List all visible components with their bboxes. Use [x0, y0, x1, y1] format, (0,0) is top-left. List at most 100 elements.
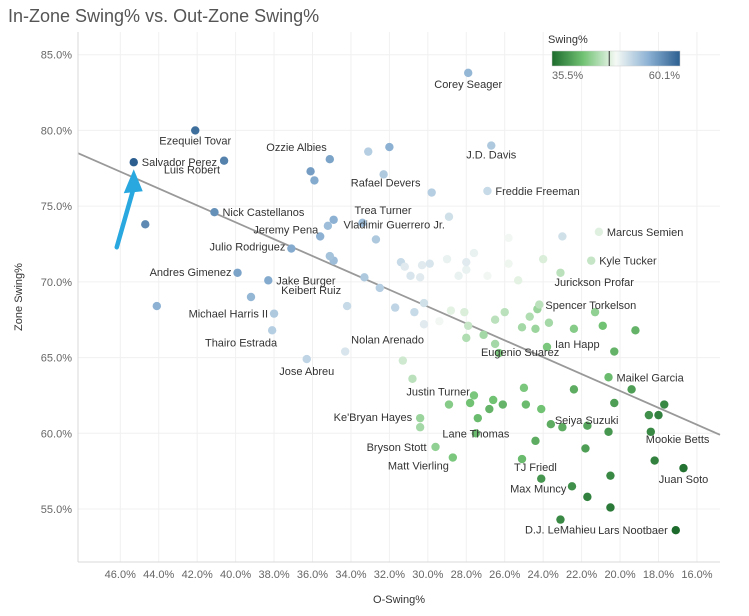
data-point — [329, 215, 338, 224]
data-point — [583, 421, 592, 430]
data-point — [490, 315, 500, 324]
data-point — [606, 503, 615, 512]
point-label: Eugenio Suarez — [481, 347, 559, 359]
data-point — [498, 400, 507, 409]
data-point — [287, 244, 296, 253]
data-point — [558, 232, 567, 241]
data-point — [462, 333, 471, 343]
data-point — [360, 273, 369, 282]
point-label: Salvador Perez — [142, 157, 217, 169]
legend-bar — [551, 50, 681, 67]
data-point — [473, 413, 483, 423]
data-point — [264, 276, 273, 285]
x-tick-label: 34.0% — [335, 569, 366, 581]
point-label: Jurickson Profar — [554, 277, 634, 289]
data-point — [504, 259, 513, 268]
data-point — [233, 268, 242, 277]
data-point — [400, 262, 409, 271]
data-point — [425, 259, 434, 268]
data-point — [537, 404, 546, 414]
point-label: Spencer Torkelson — [545, 300, 636, 312]
data-point — [141, 220, 150, 229]
x-tick-label: 46.0% — [105, 569, 136, 581]
data-point — [535, 300, 544, 309]
point-label: Thairo Estrada — [205, 337, 278, 349]
data-point — [581, 444, 590, 453]
data-point — [390, 303, 400, 312]
point-label: Lars Nootbaer — [598, 525, 668, 537]
point-label: Vladimir Guerrero Jr. — [343, 220, 444, 232]
x-tick-label: 28.0% — [451, 569, 482, 581]
data-point — [435, 317, 444, 326]
data-point — [660, 400, 669, 409]
data-point — [517, 323, 527, 332]
points-layer — [129, 68, 688, 535]
data-point — [546, 420, 556, 429]
x-tick-label: 24.0% — [528, 569, 559, 581]
x-axis-label: O-Swing% — [373, 594, 425, 606]
point-label: Seiya Suzuki — [555, 415, 619, 427]
data-point — [315, 232, 325, 241]
data-point — [442, 254, 452, 264]
data-point — [427, 188, 436, 197]
point-label: Bryson Stott — [367, 442, 427, 454]
y-tick-label: 85.0% — [41, 50, 72, 62]
trendline-layer — [77, 152, 721, 436]
data-point — [460, 307, 469, 317]
plot-area — [78, 32, 720, 562]
point-labels-layer: Corey Seager Ezequiel Tovar Salvador Perez… — [142, 79, 710, 537]
y-tick-label: 60.0% — [41, 428, 72, 440]
data-point — [410, 307, 419, 317]
grid — [78, 32, 720, 562]
data-point — [269, 309, 279, 318]
chart-title: In-Zone Swing% vs. Out-Zone Swing% — [8, 6, 320, 26]
point-label: Andres Gimenez — [150, 267, 232, 279]
data-point — [302, 354, 311, 364]
data-point — [671, 526, 680, 535]
data-point — [246, 292, 256, 302]
data-point — [531, 436, 540, 446]
y-tick-label: 80.0% — [41, 125, 72, 137]
point-label: J.D. Davis — [466, 150, 517, 162]
point-label: Trea Turner — [354, 205, 411, 217]
data-point — [521, 400, 531, 409]
data-point — [610, 398, 619, 408]
point-label: Ozzie Albies — [266, 142, 327, 154]
data-point — [342, 301, 352, 311]
data-point — [469, 248, 479, 258]
point-label: Kyle Tucker — [599, 256, 657, 268]
data-point — [444, 212, 454, 221]
data-point — [490, 339, 500, 349]
point-label: Juan Soto — [659, 474, 709, 486]
point-label: Max Muncy — [510, 484, 567, 496]
data-point — [537, 474, 546, 483]
x-tick-label: 30.0% — [412, 569, 443, 581]
data-point — [219, 156, 229, 165]
data-point — [679, 463, 688, 473]
data-point — [463, 321, 473, 330]
data-point — [558, 423, 567, 432]
data-point — [444, 400, 454, 409]
point-label: Julio Rodriguez — [210, 242, 286, 254]
data-point — [488, 395, 498, 405]
data-point — [644, 410, 654, 420]
data-point — [479, 330, 488, 340]
data-point — [462, 257, 471, 267]
x-tick-label: 22.0% — [566, 569, 597, 581]
data-point — [494, 348, 504, 358]
legend-max-label: 60.1% — [649, 70, 680, 82]
data-point — [487, 141, 496, 150]
data-point — [191, 126, 200, 135]
data-point — [542, 342, 552, 352]
y-tick-label: 65.0% — [41, 353, 72, 365]
data-point — [567, 482, 577, 491]
data-point — [604, 373, 613, 382]
data-point — [415, 423, 425, 432]
data-point — [129, 158, 138, 167]
data-point — [379, 170, 388, 179]
data-point — [385, 142, 394, 152]
data-point — [417, 261, 427, 270]
data-point — [210, 208, 219, 217]
data-point — [531, 324, 540, 333]
data-point — [483, 186, 492, 196]
